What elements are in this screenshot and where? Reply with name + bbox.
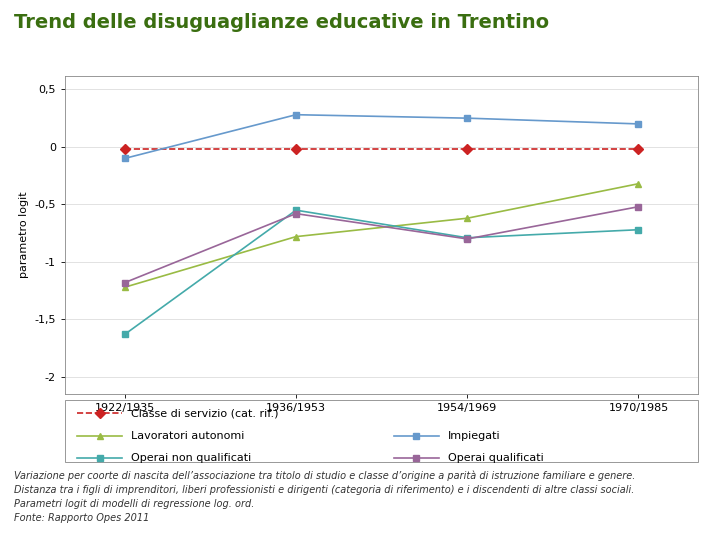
Text: Operai qualificati: Operai qualificati xyxy=(448,453,544,463)
Classe di servizio (cat. rif.) xyxy=(120,146,129,152)
Line: Classe di servizio (cat. rif.): Classe di servizio (cat. rif.) xyxy=(121,146,642,153)
Line: Operai qualificati: Operai qualificati xyxy=(121,203,642,286)
Operai non qualificati xyxy=(292,207,300,213)
Operai non qualificati xyxy=(463,234,472,241)
Impiegati xyxy=(292,111,300,118)
Text: Trend delle disuguaglianze educative in Trentino: Trend delle disuguaglianze educative in … xyxy=(14,14,549,32)
Operai non qualificati xyxy=(120,331,129,338)
Operai non qualificati xyxy=(634,226,643,233)
Text: Variazione per coorte di nascita dell’associazione tra titolo di studio e classe: Variazione per coorte di nascita dell’as… xyxy=(14,471,636,481)
Line: Impiegati: Impiegati xyxy=(121,111,642,162)
Operai qualificati xyxy=(463,235,472,242)
Line: Lavoratori autonomi: Lavoratori autonomi xyxy=(121,180,642,291)
Operai qualificati xyxy=(292,211,300,217)
Classe di servizio (cat. rif.) xyxy=(292,146,300,152)
Impiegati xyxy=(634,120,643,127)
Classe di servizio (cat. rif.) xyxy=(634,146,643,152)
Lavoratori autonomi xyxy=(634,180,643,187)
Text: Lavoratori autonomi: Lavoratori autonomi xyxy=(131,430,245,441)
Operai qualificati xyxy=(634,204,643,210)
Text: Classe di servizio (cat. rif.): Classe di servizio (cat. rif.) xyxy=(131,408,279,418)
Lavoratori autonomi xyxy=(463,215,472,221)
Text: Parametri logit di modelli di regressione log. ord.: Parametri logit di modelli di regression… xyxy=(14,499,255,509)
Lavoratori autonomi xyxy=(292,233,300,240)
Operai qualificati xyxy=(120,279,129,286)
Text: Distanza tra i figli di imprenditori, liberi professionisti e dirigenti (categor: Distanza tra i figli di imprenditori, li… xyxy=(14,485,635,495)
Text: Operai non qualificati: Operai non qualificati xyxy=(131,453,251,463)
Impiegati xyxy=(120,155,129,161)
Line: Operai non qualificati: Operai non qualificati xyxy=(121,207,642,338)
Text: Fonte: Rapporto Opes 2011: Fonte: Rapporto Opes 2011 xyxy=(14,513,150,523)
Classe di servizio (cat. rif.) xyxy=(463,146,472,152)
Y-axis label: parametro logit: parametro logit xyxy=(19,192,29,278)
Lavoratori autonomi xyxy=(120,284,129,291)
Impiegati xyxy=(463,115,472,122)
Text: Impiegati: Impiegati xyxy=(448,430,500,441)
